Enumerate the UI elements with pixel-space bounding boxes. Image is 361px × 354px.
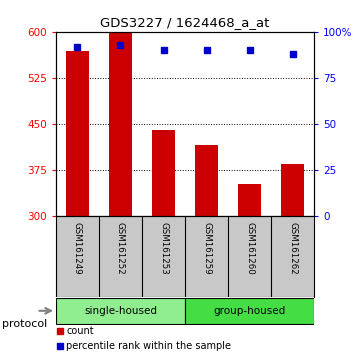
Bar bbox=[109, 32, 132, 216]
Text: GSM161260: GSM161260 bbox=[245, 222, 254, 275]
Text: protocol: protocol bbox=[2, 319, 47, 329]
Text: GSM161249: GSM161249 bbox=[73, 222, 82, 275]
Bar bbox=[195, 145, 218, 216]
Text: percentile rank within the sample: percentile rank within the sample bbox=[66, 341, 231, 351]
Text: group-housed: group-housed bbox=[213, 306, 286, 316]
Text: GSM161252: GSM161252 bbox=[116, 222, 125, 275]
Text: GSM161253: GSM161253 bbox=[159, 222, 168, 275]
Bar bbox=[185, 298, 314, 324]
Text: count: count bbox=[66, 326, 94, 336]
Text: GSM161262: GSM161262 bbox=[288, 222, 297, 275]
Bar bbox=[152, 130, 175, 216]
Text: GSM161259: GSM161259 bbox=[202, 222, 211, 275]
Bar bbox=[56, 298, 185, 324]
Bar bbox=[238, 184, 261, 216]
Bar bbox=[281, 164, 304, 216]
Text: single-housed: single-housed bbox=[84, 306, 157, 316]
Bar bbox=[66, 51, 89, 216]
Title: GDS3227 / 1624468_a_at: GDS3227 / 1624468_a_at bbox=[100, 16, 270, 29]
